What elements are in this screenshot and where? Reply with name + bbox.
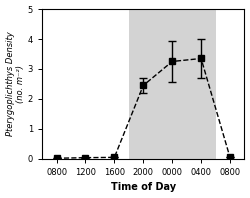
Y-axis label: Pterygoplichthys Density
(no. m⁻²): Pterygoplichthys Density (no. m⁻²) — [6, 32, 25, 136]
X-axis label: Time of Day: Time of Day — [111, 182, 176, 192]
Bar — [129, 9, 216, 159]
